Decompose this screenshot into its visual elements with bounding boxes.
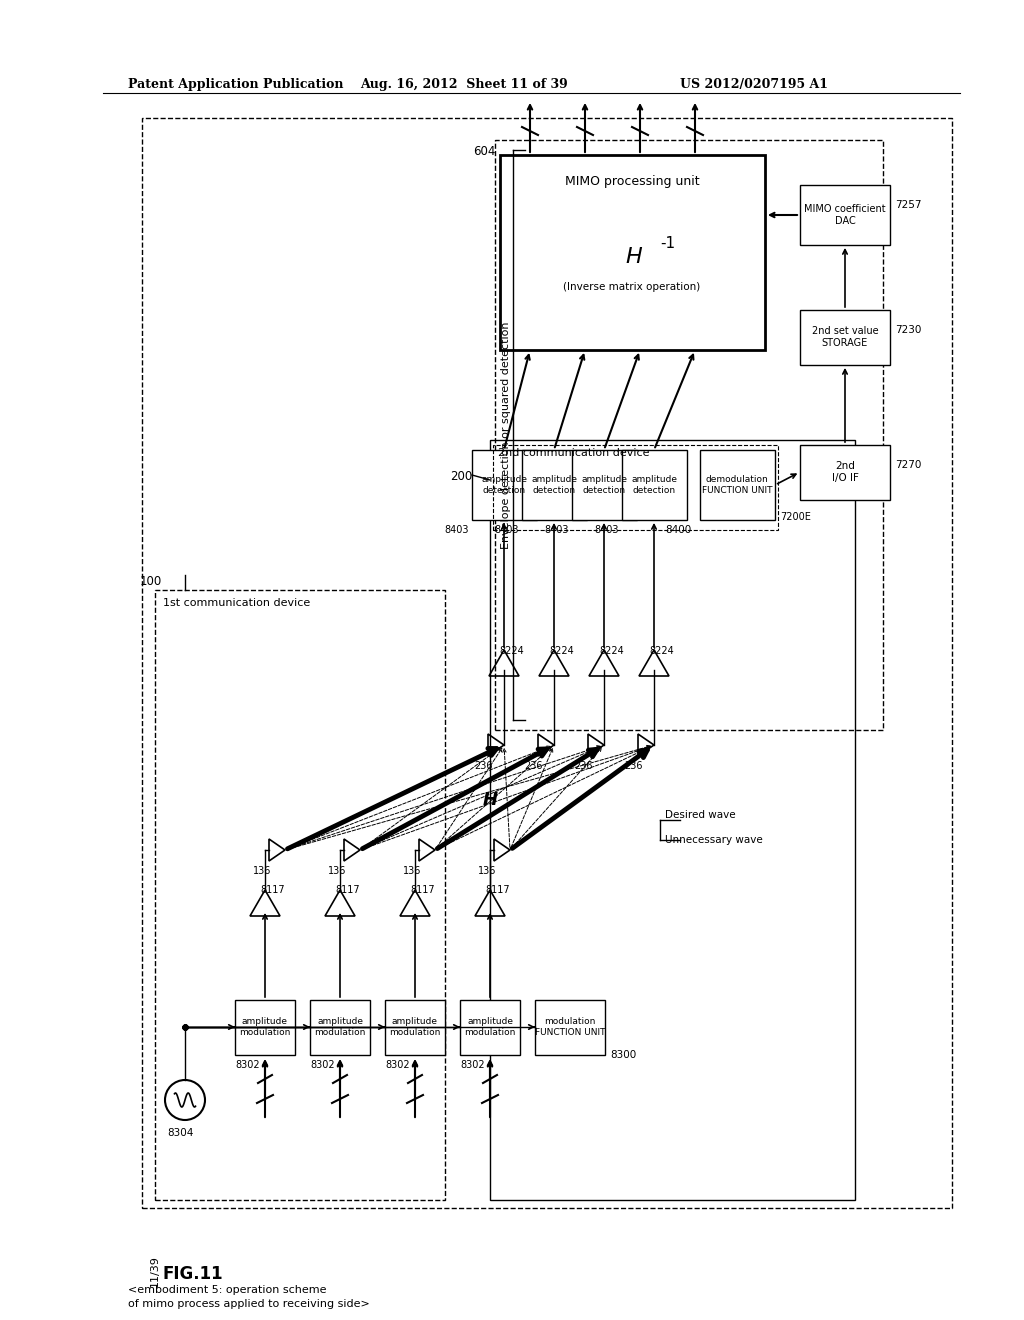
Text: 136: 136: [328, 866, 346, 876]
Text: Patent Application Publication: Patent Application Publication: [128, 78, 343, 91]
Text: -1: -1: [660, 236, 675, 252]
Text: 2nd
I/O IF: 2nd I/O IF: [831, 461, 858, 483]
Text: 8300: 8300: [610, 1049, 636, 1060]
Text: amplitude
detection: amplitude detection: [481, 475, 527, 495]
Text: 8224: 8224: [599, 645, 624, 656]
Text: 8117: 8117: [410, 884, 434, 895]
Text: H: H: [482, 791, 498, 809]
FancyBboxPatch shape: [500, 154, 765, 350]
FancyBboxPatch shape: [522, 450, 587, 520]
Text: 136: 136: [403, 866, 421, 876]
Text: 8302: 8302: [234, 1060, 260, 1071]
Text: 8302: 8302: [310, 1060, 335, 1071]
Text: Envelope detection or squared detection: Envelope detection or squared detection: [501, 321, 511, 549]
Text: MIMO coefficient
DAC: MIMO coefficient DAC: [804, 203, 886, 226]
Text: 8117: 8117: [485, 884, 510, 895]
Text: modulation
FUNCTION UNIT: modulation FUNCTION UNIT: [535, 1016, 605, 1038]
Text: amplitude
detection: amplitude detection: [631, 475, 677, 495]
Text: amplitude
modulation: amplitude modulation: [464, 1016, 516, 1038]
FancyBboxPatch shape: [460, 1001, 520, 1055]
Text: 8117: 8117: [335, 884, 359, 895]
Text: 1st communication device: 1st communication device: [163, 598, 310, 609]
Text: 8403: 8403: [444, 525, 469, 535]
Text: 7270: 7270: [895, 459, 922, 470]
Text: amplitude
detection: amplitude detection: [581, 475, 627, 495]
Text: 8224: 8224: [499, 645, 523, 656]
Text: 8403: 8403: [545, 525, 569, 535]
FancyBboxPatch shape: [800, 310, 890, 366]
Text: 7257: 7257: [895, 201, 922, 210]
Text: Desired wave: Desired wave: [665, 810, 735, 820]
Text: 236: 236: [624, 762, 642, 771]
Text: 8304: 8304: [167, 1129, 194, 1138]
Text: 236: 236: [474, 762, 493, 771]
Text: 8224: 8224: [549, 645, 573, 656]
Text: H: H: [626, 247, 642, 267]
Text: 136: 136: [478, 866, 497, 876]
Text: Aug. 16, 2012  Sheet 11 of 39: Aug. 16, 2012 Sheet 11 of 39: [360, 78, 567, 91]
FancyBboxPatch shape: [535, 1001, 605, 1055]
Text: 136: 136: [253, 866, 271, 876]
Text: 8403: 8403: [595, 525, 618, 535]
FancyBboxPatch shape: [310, 1001, 370, 1055]
Text: 2nd set value
STORAGE: 2nd set value STORAGE: [812, 326, 879, 348]
Text: 8403: 8403: [495, 525, 519, 535]
Text: 236: 236: [574, 762, 593, 771]
Text: 8117: 8117: [260, 884, 285, 895]
Text: US 2012/0207195 A1: US 2012/0207195 A1: [680, 78, 828, 91]
Text: demodulation
FUNCTION UNIT: demodulation FUNCTION UNIT: [701, 475, 772, 495]
Text: 604: 604: [473, 145, 495, 158]
Text: amplitude
modulation: amplitude modulation: [240, 1016, 291, 1038]
Text: 2nd communication device: 2nd communication device: [498, 447, 649, 458]
Text: 100: 100: [140, 576, 162, 587]
Text: amplitude
modulation: amplitude modulation: [314, 1016, 366, 1038]
FancyBboxPatch shape: [800, 185, 890, 246]
Text: MIMO processing unit: MIMO processing unit: [564, 176, 699, 187]
Text: 11/39: 11/39: [150, 1255, 160, 1287]
FancyBboxPatch shape: [385, 1001, 445, 1055]
FancyBboxPatch shape: [234, 1001, 295, 1055]
Text: amplitude
detection: amplitude detection: [531, 475, 577, 495]
Text: 200: 200: [450, 470, 472, 483]
Text: FIG.11: FIG.11: [162, 1265, 222, 1283]
FancyBboxPatch shape: [700, 450, 775, 520]
Text: 7230: 7230: [895, 325, 922, 335]
Text: <embodiment 5: operation scheme
of mimo process applied to receiving side>: <embodiment 5: operation scheme of mimo …: [128, 1284, 370, 1309]
FancyBboxPatch shape: [800, 445, 890, 500]
FancyBboxPatch shape: [622, 450, 687, 520]
Text: 8224: 8224: [649, 645, 674, 656]
Text: amplitude
modulation: amplitude modulation: [389, 1016, 440, 1038]
Text: 7200E: 7200E: [780, 512, 811, 521]
Text: 8302: 8302: [385, 1060, 410, 1071]
Text: 8302: 8302: [460, 1060, 484, 1071]
FancyBboxPatch shape: [572, 450, 637, 520]
Text: 8400: 8400: [666, 525, 692, 535]
Text: Unnecessary wave: Unnecessary wave: [665, 836, 763, 845]
Text: (Inverse matrix operation): (Inverse matrix operation): [563, 282, 700, 292]
FancyBboxPatch shape: [472, 450, 537, 520]
Text: 236: 236: [524, 762, 543, 771]
